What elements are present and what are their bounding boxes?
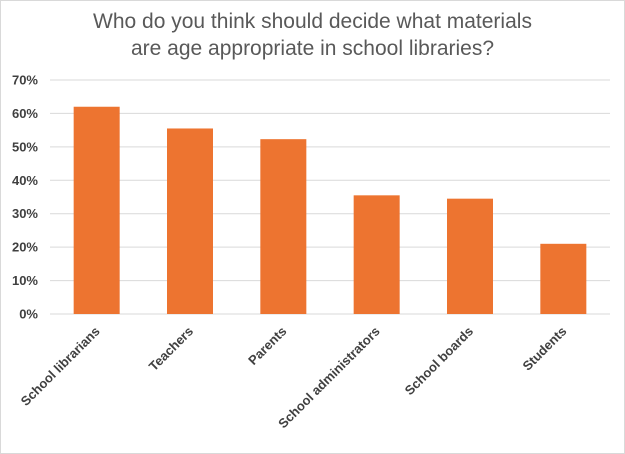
y-tick-label: 60%: [12, 106, 38, 121]
y-tick-label: 0%: [19, 307, 38, 322]
x-category-label: School librarians: [18, 324, 103, 409]
bars: [73, 106, 587, 314]
chart-title: Who do you think should decide what mate…: [0, 8, 625, 62]
y-tick-label: 10%: [12, 273, 38, 288]
bar: [260, 139, 307, 314]
y-tick-label: 70%: [12, 73, 38, 88]
chart-title-line-2: are age appropriate in school libraries?: [130, 37, 495, 60]
bar: [353, 195, 400, 314]
x-category-label: Students: [520, 324, 570, 374]
chart-title-line-1: Who do you think should decide what mate…: [93, 10, 532, 33]
y-tick-label: 40%: [12, 173, 38, 188]
x-category-label: Teachers: [146, 324, 196, 374]
y-tick-label: 30%: [12, 206, 38, 221]
bar: [540, 243, 587, 314]
x-category-label: School administrators: [275, 324, 383, 432]
x-category-label: School boards: [402, 324, 476, 398]
y-axis-tick-labels: 0% 10% 20% 30% 40% 50% 60% 70%: [12, 73, 38, 322]
x-category-label: Parents: [245, 324, 289, 368]
bar: [73, 106, 120, 314]
gridlines: [50, 79, 610, 315]
bar: [167, 128, 213, 314]
bar: [447, 198, 493, 314]
y-tick-label: 20%: [12, 240, 38, 255]
y-tick-label: 50%: [12, 139, 38, 154]
